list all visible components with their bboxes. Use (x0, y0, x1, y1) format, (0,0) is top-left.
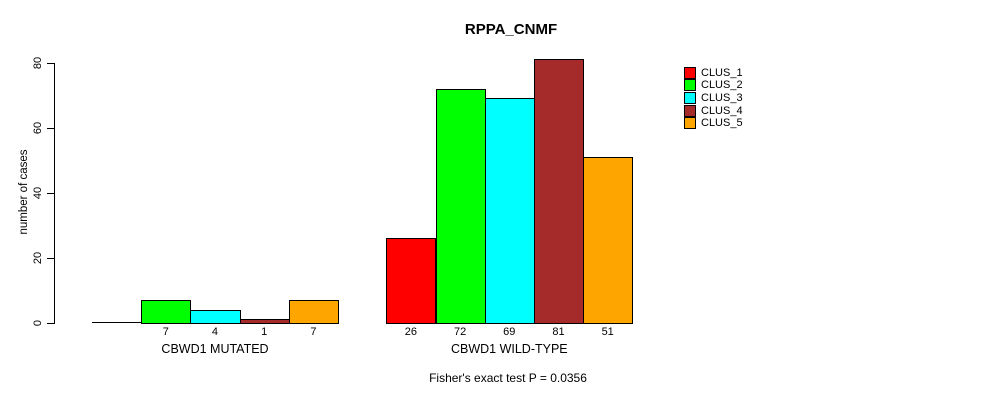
legend-label: CLUS_4 (701, 104, 743, 117)
group-label: CBWD1 MUTATED (161, 342, 269, 356)
footnote-text: Fisher's exact test P = 0.0356 (429, 371, 587, 385)
bar-value-label: 26 (404, 326, 418, 338)
bar-clus_5 (288, 299, 339, 324)
legend-swatch-icon (684, 91, 696, 104)
bar-value-label: 7 (310, 326, 317, 338)
bar-value-label: 7 (162, 326, 169, 338)
y-tick (47, 127, 54, 129)
y-tick (47, 257, 54, 259)
bar-value-label: 1 (261, 326, 268, 338)
y-axis-label: number of cases (18, 149, 30, 235)
bar-value-label: 69 (503, 326, 516, 338)
y-tick-label: 80 (32, 56, 44, 70)
legend-label: CLUS_1 (701, 66, 743, 79)
legend-swatch-icon (684, 104, 696, 117)
bar-clus_4 (533, 59, 585, 324)
bar-value-label: 4 (211, 326, 219, 338)
bar-value-label: 81 (552, 326, 565, 338)
bar-clus_3 (484, 98, 535, 324)
bar-clus_3 (190, 309, 241, 324)
bar-clus_2 (141, 299, 192, 324)
y-tick (47, 192, 54, 194)
group-label: CBWD1 WILD-TYPE (450, 342, 568, 356)
bar-clus_1 (386, 238, 437, 324)
y-tick-label: 20 (32, 251, 44, 265)
legend-swatch-icon (684, 117, 696, 130)
bar-value-label: 72 (453, 326, 467, 338)
y-tick-label: 40 (32, 186, 44, 200)
y-tick (47, 62, 54, 64)
legend-swatch-icon (684, 66, 696, 79)
legend-swatch-icon (684, 79, 696, 92)
y-tick-label: 0 (32, 319, 44, 327)
legend-label: CLUS_2 (701, 79, 743, 92)
bar-clus_1-zero (92, 322, 143, 323)
y-tick (47, 322, 54, 324)
bar-clus_4 (239, 319, 290, 324)
legend-label: CLUS_5 (701, 117, 743, 130)
bar-value-label: 51 (601, 326, 614, 338)
bar-clus_2 (435, 88, 486, 324)
legend-label: CLUS_3 (701, 91, 743, 104)
bar-clus_5 (583, 156, 634, 324)
y-axis-line (54, 62, 55, 324)
chart-title: RPPA_CNMF (464, 21, 558, 38)
y-tick-label: 60 (32, 121, 44, 135)
